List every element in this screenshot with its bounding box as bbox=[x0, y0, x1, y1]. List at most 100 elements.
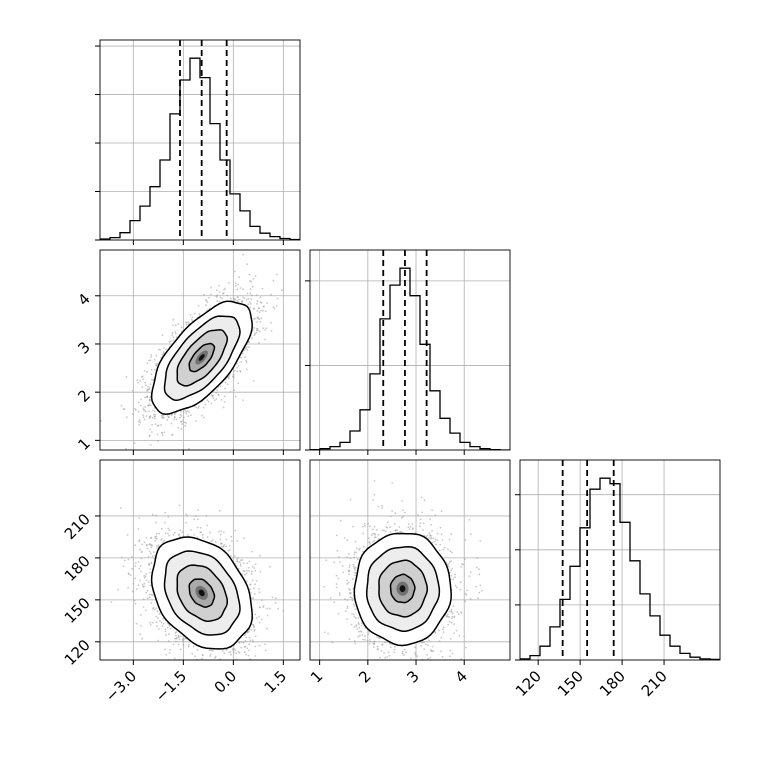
x-tick-label: −1.5 bbox=[152, 667, 190, 705]
sample-point bbox=[266, 607, 269, 610]
sample-point bbox=[205, 304, 207, 307]
sample-point bbox=[422, 529, 424, 531]
sample-point bbox=[389, 526, 391, 529]
sample-point bbox=[253, 308, 255, 310]
sample-point bbox=[453, 573, 456, 576]
sample-point bbox=[226, 294, 229, 297]
sample-point bbox=[178, 638, 181, 641]
sample-point bbox=[129, 574, 132, 576]
sample-point bbox=[194, 655, 197, 658]
sample-point bbox=[384, 665, 386, 667]
sample-point bbox=[373, 640, 376, 643]
sample-point bbox=[372, 646, 375, 648]
sample-point bbox=[123, 408, 126, 410]
sample-point bbox=[236, 558, 239, 561]
sample-point bbox=[141, 637, 144, 640]
sample-point bbox=[400, 668, 402, 670]
sample-point bbox=[239, 563, 242, 566]
sample-point bbox=[187, 644, 190, 646]
sample-point bbox=[247, 298, 250, 300]
sample-point bbox=[444, 546, 446, 549]
sample-point bbox=[222, 545, 225, 548]
sample-point bbox=[151, 417, 154, 419]
sample-point bbox=[161, 625, 164, 627]
sample-point bbox=[425, 643, 427, 646]
sample-point bbox=[187, 415, 190, 418]
sample-point bbox=[127, 572, 130, 574]
contour-line bbox=[353, 532, 452, 647]
sample-point bbox=[160, 356, 163, 359]
sample-point bbox=[356, 628, 359, 631]
sample-point bbox=[249, 288, 252, 290]
sample-point bbox=[206, 685, 208, 687]
sample-point bbox=[454, 576, 456, 578]
sample-point bbox=[162, 622, 165, 625]
sample-point bbox=[216, 389, 219, 391]
sample-point bbox=[190, 414, 192, 417]
sample-point bbox=[447, 675, 449, 677]
sample-point bbox=[211, 539, 214, 541]
sample-point bbox=[232, 373, 235, 376]
sample-point bbox=[349, 564, 351, 567]
sample-point bbox=[241, 559, 244, 561]
sample-point bbox=[469, 598, 472, 600]
contour-line bbox=[188, 578, 216, 608]
sample-point bbox=[196, 649, 199, 651]
sample-point bbox=[439, 526, 442, 529]
sample-point bbox=[210, 402, 213, 405]
sample-point bbox=[153, 415, 156, 418]
sample-point bbox=[144, 381, 147, 384]
sample-point bbox=[349, 557, 352, 560]
sample-point bbox=[161, 434, 164, 437]
sample-point bbox=[166, 418, 169, 421]
sample-point bbox=[237, 296, 239, 299]
sample-point bbox=[172, 643, 175, 646]
sample-point bbox=[163, 347, 165, 349]
sample-point bbox=[133, 442, 136, 444]
sample-point bbox=[450, 611, 453, 614]
sample-point bbox=[349, 498, 352, 501]
sample-point bbox=[139, 579, 142, 582]
sample-point bbox=[352, 563, 355, 566]
sample-point bbox=[170, 422, 173, 425]
sample-point bbox=[357, 635, 360, 638]
sample-point bbox=[149, 624, 152, 626]
sample-point bbox=[185, 412, 188, 415]
sample-point bbox=[258, 342, 260, 344]
sample-point bbox=[476, 557, 479, 559]
sample-point bbox=[207, 400, 210, 403]
sample-point bbox=[355, 547, 358, 550]
sample-point bbox=[259, 554, 261, 557]
sample-point bbox=[381, 644, 383, 646]
sample-point bbox=[143, 577, 146, 579]
sample-point bbox=[245, 636, 248, 639]
sample-point bbox=[153, 417, 156, 420]
sample-point bbox=[110, 601, 113, 603]
sample-point bbox=[143, 585, 145, 588]
sample-point bbox=[329, 597, 332, 599]
x-tick-label: 180 bbox=[596, 667, 629, 700]
sample-point bbox=[245, 653, 247, 656]
sample-point bbox=[204, 666, 206, 668]
sample-point bbox=[171, 433, 173, 436]
sample-point bbox=[448, 610, 451, 613]
sample-point bbox=[436, 539, 439, 542]
sample-point bbox=[430, 650, 433, 652]
sample-point bbox=[163, 431, 166, 434]
sample-point bbox=[423, 499, 426, 502]
sample-point bbox=[173, 415, 176, 418]
sample-point bbox=[244, 356, 247, 358]
sample-point bbox=[219, 385, 222, 388]
sample-point bbox=[462, 563, 465, 566]
sample-point bbox=[148, 550, 151, 553]
sample-point bbox=[451, 615, 454, 618]
sample-point bbox=[353, 556, 356, 559]
sample-point bbox=[249, 588, 252, 590]
sample-point bbox=[346, 618, 349, 620]
x-tick-label: 210 bbox=[638, 667, 671, 700]
sample-point bbox=[157, 348, 160, 351]
sample-point bbox=[441, 539, 444, 541]
sample-point bbox=[389, 642, 392, 645]
sample-point bbox=[450, 617, 453, 620]
sample-point bbox=[150, 546, 153, 549]
